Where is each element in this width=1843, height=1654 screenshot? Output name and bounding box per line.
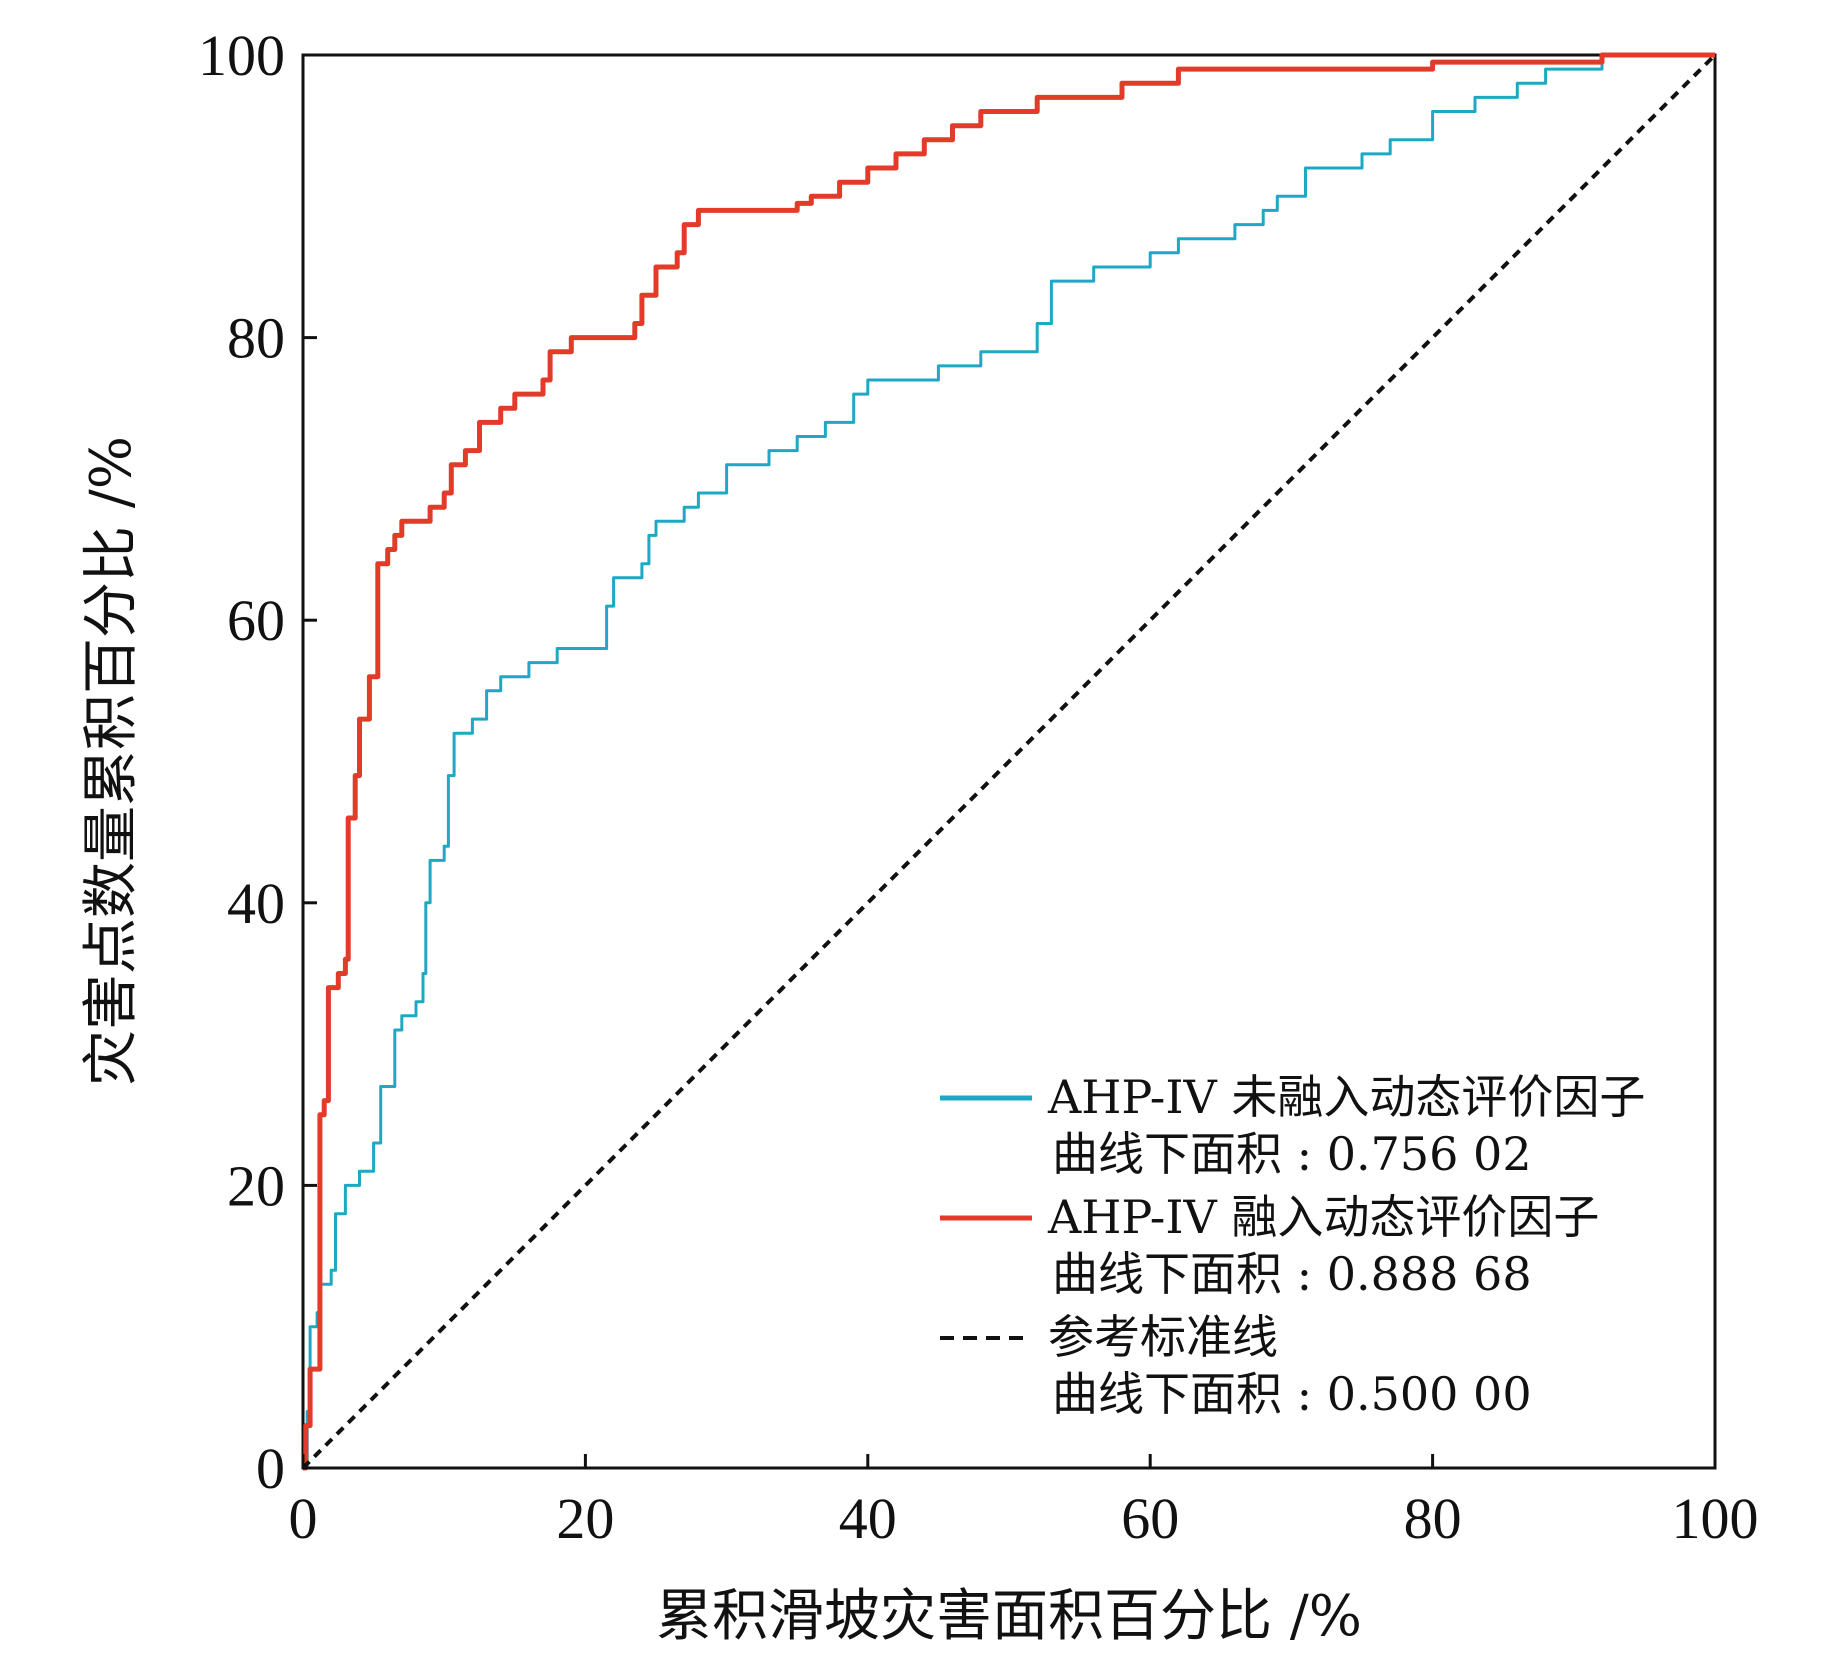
x-tick-label: 100 (1672, 1486, 1759, 1551)
legend-auc-series-2: 曲线下面积 : 0.888 68 (1052, 1247, 1532, 1301)
x-axis-title: 累积滑坡灾害面积百分比 /% (656, 1584, 1362, 1649)
y-tick-label: 80 (227, 306, 285, 371)
x-tick-label: 0 (289, 1486, 318, 1551)
series-line-with-dynamic-factors (303, 52, 1715, 1471)
legend-label-series-1: AHP-IV 未融入动态评价因子 (1047, 1070, 1645, 1124)
x-tick-label: 20 (556, 1486, 614, 1551)
x-tick-label: 40 (839, 1486, 897, 1551)
legend-auc-series-1: 曲线下面积 : 0.756 02 (1052, 1127, 1532, 1181)
ticks-layer: 0 20 40 60 80 100 0 20 40 60 80 100 (198, 23, 1759, 1551)
x-tick-label: 80 (1404, 1486, 1462, 1551)
reference-diagonal-line (301, 53, 1717, 1470)
x-tick-label: 60 (1121, 1486, 1179, 1551)
y-axis-title: 灾害点数量累积百分比 /% (79, 436, 144, 1086)
legend-label-series-3: 参考标准线 (1048, 1310, 1278, 1364)
legend: AHP-IV 未融入动态评价因子 曲线下面积 : 0.756 02 AHP-IV… (940, 1070, 1645, 1421)
y-tick-label: 40 (227, 871, 285, 936)
plot-frame (301, 53, 1717, 1470)
series-layer (301, 52, 1717, 1471)
series-line-without-dynamic-factors (303, 53, 1715, 1470)
legend-auc-series-3: 曲线下面积 : 0.500 00 (1052, 1367, 1532, 1421)
y-tick-label: 60 (227, 588, 285, 653)
y-tick-label: 20 (227, 1153, 285, 1218)
y-tick-label: 100 (198, 23, 285, 88)
y-tick-label: 0 (256, 1436, 285, 1501)
legend-label-series-2: AHP-IV 融入动态评价因子 (1047, 1190, 1599, 1244)
